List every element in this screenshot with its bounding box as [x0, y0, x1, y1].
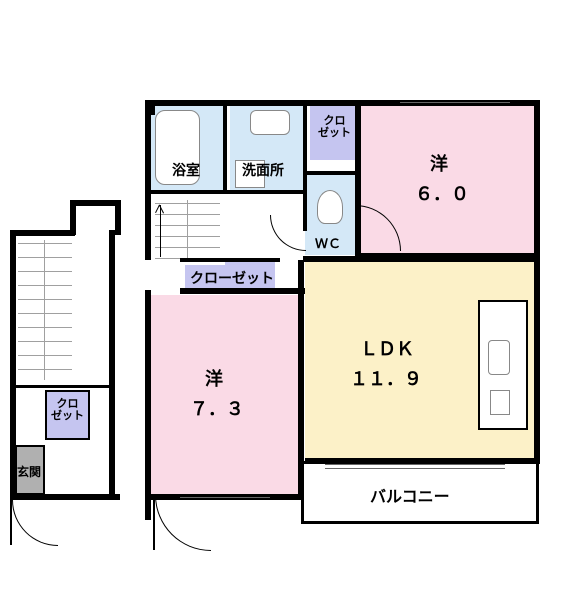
- bedroom2-size: ７．３: [190, 395, 244, 421]
- bedroom1-size: ６．０: [415, 180, 469, 206]
- stove-icon: [490, 390, 510, 415]
- ldk-name: ＬＤＫ: [360, 335, 414, 361]
- bedroom2-name: 洋: [205, 365, 223, 391]
- entry-closet-label: クロ ゼット: [51, 398, 84, 422]
- ldk-size: １１．９: [350, 365, 422, 391]
- sink-icon: [488, 340, 510, 375]
- balcony-label: バルコニー: [370, 483, 450, 507]
- door-arc: [12, 500, 58, 546]
- bedroom1-name: 洋: [430, 150, 448, 176]
- closet2-label: クローゼット: [190, 268, 274, 288]
- floor-plan: 浴室洗面所クロ ゼットＷＣクローゼット洋６．０洋７．３ＬＤＫ１１．９バルコニーク…: [0, 0, 569, 608]
- washroom-label: 洗面所: [242, 160, 284, 180]
- entrance-label: 玄関: [17, 463, 41, 480]
- door-arc: [155, 495, 211, 551]
- wc-label: ＷＣ: [315, 233, 341, 252]
- toilet-icon: [317, 190, 343, 224]
- washbasin-icon: [250, 110, 290, 135]
- bath-label: 浴室: [172, 160, 200, 180]
- closet1-label: クロ ゼット: [318, 115, 351, 139]
